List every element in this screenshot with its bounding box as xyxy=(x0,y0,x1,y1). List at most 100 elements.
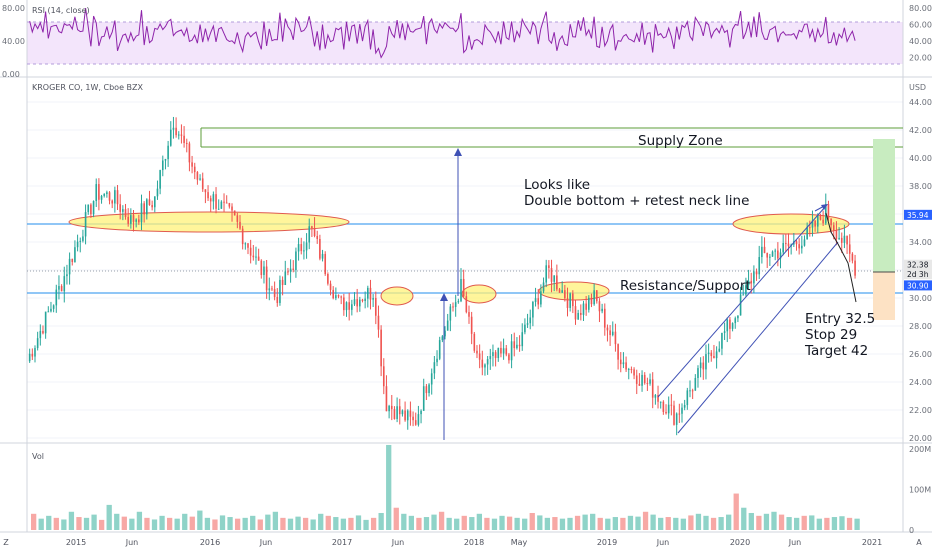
candle-body xyxy=(580,312,582,315)
candle-body xyxy=(50,308,52,312)
candle-body xyxy=(127,216,129,224)
candle-body xyxy=(433,362,436,374)
volume-bar xyxy=(650,514,656,530)
candle-body xyxy=(521,332,524,347)
candle-body xyxy=(537,298,540,305)
candle-body xyxy=(177,134,180,136)
volume-bar xyxy=(673,517,679,530)
volume-bar xyxy=(620,517,626,530)
candle-body xyxy=(31,353,34,357)
volume-legend: Vol xyxy=(32,452,44,461)
candle-body xyxy=(340,296,342,298)
candle-body xyxy=(803,239,806,246)
candle-body xyxy=(697,368,699,379)
candle-body xyxy=(691,390,694,392)
candle-body xyxy=(822,219,824,224)
volume-bar xyxy=(786,517,792,530)
candle-body xyxy=(548,265,550,269)
candle-body xyxy=(699,362,702,369)
candle-body xyxy=(465,296,468,313)
candle-body xyxy=(468,312,470,317)
volume-bar xyxy=(559,518,566,530)
price-tick-label: 34.00 xyxy=(909,238,932,247)
candle-body xyxy=(273,289,276,297)
candle-body xyxy=(95,184,98,202)
volume-bars xyxy=(31,444,860,530)
candle-body xyxy=(678,413,681,415)
time-tick-label: 2016 xyxy=(200,538,220,547)
volume-bar xyxy=(695,513,702,530)
candle-body xyxy=(811,220,814,228)
volume-bar xyxy=(287,518,294,530)
candle-body xyxy=(207,192,209,199)
volume-bar xyxy=(635,516,641,530)
candle-body xyxy=(686,390,689,406)
candle-body xyxy=(156,188,159,197)
candle-body xyxy=(228,203,231,207)
candle-body xyxy=(425,386,428,394)
candle-body xyxy=(681,407,683,414)
volume-bar xyxy=(748,512,754,530)
candle-body xyxy=(484,364,486,368)
candle-body xyxy=(614,331,617,345)
candle-body xyxy=(353,299,356,305)
candle-body xyxy=(164,159,167,161)
candle-body xyxy=(638,383,641,386)
volume-bar xyxy=(552,517,558,530)
rsi-left-tick-label: 80.00 xyxy=(2,4,25,13)
candle-body xyxy=(271,288,273,290)
volume-bar xyxy=(370,517,377,530)
candle-body xyxy=(175,127,177,136)
candle-body xyxy=(502,348,505,354)
volume-bar xyxy=(544,517,550,530)
candle-body xyxy=(292,268,295,270)
candle-body xyxy=(42,330,44,334)
candle-body xyxy=(281,279,284,286)
volume-bar xyxy=(265,514,271,530)
candle-body xyxy=(524,324,526,333)
time-tick-label: 2015 xyxy=(66,538,86,547)
candle-body xyxy=(385,386,388,412)
price-tag: 32.38 xyxy=(904,259,932,270)
candle-body xyxy=(500,347,502,354)
candle-body xyxy=(303,250,305,252)
candle-body xyxy=(76,241,79,248)
volume-bar xyxy=(590,513,596,530)
arrow-first-leg-head xyxy=(440,293,448,301)
candle-body xyxy=(263,266,265,275)
candle-body xyxy=(542,282,545,292)
candle-body xyxy=(478,353,481,360)
candle-body xyxy=(233,210,236,216)
candle-body xyxy=(422,386,425,411)
candle-body xyxy=(657,394,659,402)
volume-bar xyxy=(182,513,188,530)
candle-body xyxy=(755,271,758,275)
candle-body xyxy=(526,323,529,325)
volume-bar xyxy=(325,515,331,530)
candle-body xyxy=(255,256,257,258)
candle-body xyxy=(103,194,106,196)
time-tick-label: 2021 xyxy=(862,538,882,547)
candle-body xyxy=(534,298,537,302)
candle-body xyxy=(114,190,116,204)
volume-bar xyxy=(333,517,339,530)
candle-body xyxy=(737,315,739,319)
candle-body xyxy=(167,145,169,160)
volume-bar xyxy=(642,511,649,530)
candle-body xyxy=(319,238,321,259)
candle-body xyxy=(635,375,638,384)
candle-body xyxy=(460,278,462,302)
volume-bar xyxy=(212,519,218,530)
candle-body xyxy=(225,202,228,204)
candle-body xyxy=(188,143,191,163)
candle-body xyxy=(532,301,534,318)
volume-bar xyxy=(574,515,581,530)
candle-body xyxy=(311,226,313,229)
volume-bar xyxy=(280,517,286,530)
price-tick-label: 22.00 xyxy=(909,406,932,415)
annotation-supply-zone: Supply Zone xyxy=(638,133,723,149)
candle-body xyxy=(268,288,271,291)
candle-body xyxy=(428,384,430,394)
candle-body xyxy=(58,286,60,290)
candle-body xyxy=(82,236,84,241)
